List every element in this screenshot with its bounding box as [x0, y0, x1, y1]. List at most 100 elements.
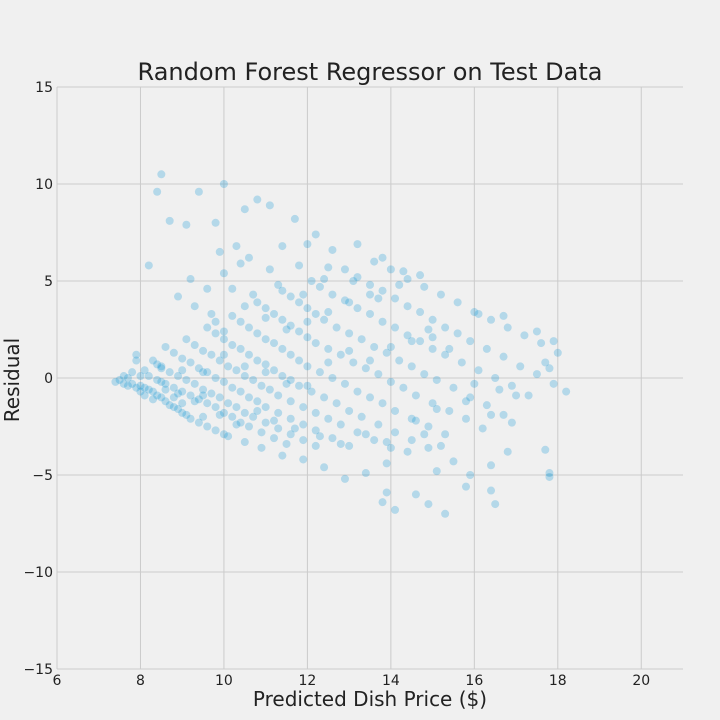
- data-point: [345, 346, 354, 355]
- data-point: [386, 342, 395, 351]
- data-point: [194, 364, 203, 373]
- data-point: [299, 290, 308, 299]
- data-point: [232, 403, 241, 412]
- data-point: [286, 430, 295, 439]
- data-point: [194, 395, 203, 404]
- y-tick-label: −15: [23, 662, 53, 678]
- data-point: [182, 220, 191, 229]
- data-point: [265, 201, 274, 210]
- data-point: [474, 309, 483, 318]
- data-point: [349, 358, 358, 367]
- data-point: [370, 257, 379, 266]
- data-point: [428, 315, 437, 324]
- data-point: [157, 364, 166, 373]
- data-point: [320, 275, 329, 284]
- data-point: [278, 242, 287, 251]
- data-point: [290, 214, 299, 223]
- data-point: [407, 414, 416, 423]
- data-point: [136, 381, 145, 390]
- data-point: [249, 290, 258, 299]
- data-point: [295, 261, 304, 270]
- data-point: [357, 412, 366, 421]
- data-point: [219, 408, 228, 417]
- data-point: [416, 337, 425, 346]
- data-point: [328, 374, 337, 382]
- data-point: [386, 377, 395, 386]
- data-point: [144, 372, 153, 381]
- data-point: [311, 230, 320, 239]
- data-point: [295, 381, 304, 390]
- data-point: [374, 420, 383, 429]
- data-point: [420, 430, 429, 439]
- data-point: [199, 412, 208, 421]
- data-point: [353, 304, 362, 313]
- data-point: [178, 408, 187, 417]
- data-point: [128, 368, 137, 377]
- data-point: [115, 375, 124, 384]
- data-point: [340, 474, 349, 483]
- data-point: [453, 329, 462, 338]
- data-point: [224, 362, 233, 371]
- data-point: [161, 342, 170, 351]
- x-tick-labels: 6 8 10 12 14 16 18 20: [53, 673, 651, 689]
- data-point: [324, 263, 333, 272]
- data-point: [307, 277, 316, 285]
- chart-title: Random Forest Regressor on Test Data: [138, 58, 603, 86]
- data-point: [207, 309, 216, 318]
- data-point: [470, 379, 479, 388]
- data-point: [290, 424, 299, 433]
- data-point: [169, 403, 178, 412]
- data-point: [219, 350, 228, 359]
- data-point: [286, 397, 295, 406]
- data-point: [420, 370, 429, 379]
- data-point: [253, 195, 262, 204]
- data-point: [236, 259, 245, 268]
- data-point: [474, 366, 483, 375]
- data-point: [424, 500, 433, 509]
- y-tick-label: −5: [32, 468, 53, 484]
- data-point: [128, 379, 137, 388]
- data-point: [361, 430, 370, 439]
- data-point: [512, 391, 521, 400]
- data-point: [487, 486, 496, 495]
- data-point: [236, 317, 245, 326]
- data-point: [324, 414, 333, 423]
- data-point: [178, 354, 187, 363]
- data-point: [416, 271, 425, 280]
- data-point: [261, 360, 270, 369]
- data-point: [532, 370, 541, 379]
- data-point: [219, 327, 228, 336]
- data-point: [253, 329, 262, 338]
- data-point: [253, 406, 262, 415]
- data-point: [449, 457, 458, 466]
- data-point: [186, 358, 195, 367]
- data-point: [311, 426, 320, 435]
- y-tick-label: 0: [44, 371, 53, 387]
- data-point: [148, 387, 157, 396]
- data-point: [215, 410, 224, 419]
- data-point: [215, 356, 224, 365]
- y-tick-label: 15: [35, 80, 53, 96]
- data-point: [340, 296, 349, 305]
- data-point: [144, 261, 153, 270]
- y-tick-label: −10: [23, 565, 53, 581]
- data-point: [436, 290, 445, 299]
- data-point: [403, 275, 412, 284]
- x-tick-label: 20: [632, 673, 650, 689]
- data-point: [244, 393, 253, 402]
- x-tick-label: 10: [215, 673, 233, 689]
- data-point: [407, 337, 416, 346]
- data-point: [436, 441, 445, 450]
- data-point: [441, 509, 450, 518]
- data-point: [315, 282, 324, 291]
- data-point: [428, 399, 437, 408]
- data-point: [303, 333, 312, 342]
- data-point: [340, 379, 349, 388]
- data-point: [232, 366, 241, 375]
- data-point: [211, 218, 220, 227]
- data-point: [169, 383, 178, 392]
- data-point: [232, 420, 241, 429]
- data-point: [532, 327, 541, 336]
- data-point: [416, 308, 425, 317]
